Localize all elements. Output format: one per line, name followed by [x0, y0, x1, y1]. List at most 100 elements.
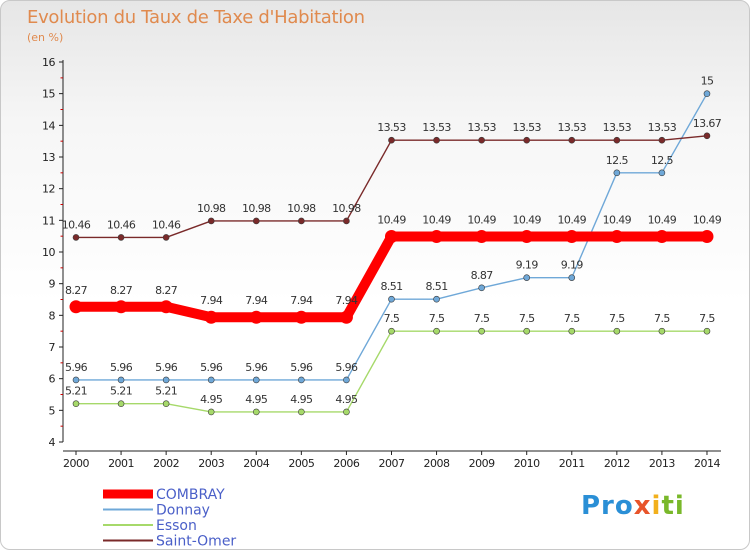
data-point	[388, 295, 395, 303]
data-label: 10.49	[377, 213, 406, 226]
data-point	[613, 169, 621, 177]
data-label: 10.98	[287, 202, 316, 215]
data-label: 7.94	[335, 294, 358, 307]
data-point	[252, 408, 260, 416]
data-point	[298, 408, 305, 416]
x-tick-label: 2005	[288, 457, 314, 470]
data-label: 8.51	[380, 280, 402, 293]
data-point	[162, 234, 170, 241]
data-point	[523, 274, 531, 281]
data-point	[117, 376, 125, 384]
data-label: 13.53	[377, 121, 406, 134]
data-label: 7.5	[474, 312, 490, 325]
x-tick-label: 2013	[649, 457, 675, 470]
data-label: 13.53	[558, 121, 587, 134]
y-tick-label: 13	[42, 151, 55, 164]
data-point	[523, 136, 531, 144]
data-label: 7.94	[290, 294, 313, 307]
x-tick-label: 2011	[559, 457, 585, 470]
data-label: 7.5	[384, 312, 400, 325]
data-point	[388, 327, 395, 335]
data-point	[610, 229, 624, 243]
data-point	[114, 300, 128, 314]
data-label: 7.5	[519, 312, 535, 325]
data-point	[568, 327, 576, 335]
data-label: 5.96	[245, 361, 268, 374]
data-label: 10.98	[197, 202, 226, 215]
data-label: 10.49	[693, 213, 722, 226]
y-tick-label: 4	[49, 436, 56, 449]
data-point	[700, 229, 714, 243]
data-point	[523, 327, 531, 335]
data-label: 13.53	[422, 121, 451, 134]
data-label: 9.19	[561, 259, 584, 272]
data-label: 4.95	[200, 393, 223, 406]
data-label: 5.96	[200, 361, 223, 374]
data-point	[384, 229, 398, 243]
data-point	[613, 136, 621, 144]
data-point	[613, 327, 621, 335]
data-point	[520, 229, 534, 243]
data-label: 7.94	[245, 294, 268, 307]
data-point	[703, 90, 711, 97]
data-label: 7.5	[699, 312, 715, 325]
y-tick-label: 12	[42, 183, 55, 196]
data-label: 12.5	[606, 154, 629, 167]
chart-subtitle: (en %)	[27, 31, 64, 44]
data-point	[475, 229, 489, 243]
data-label: 8.87	[471, 269, 494, 282]
data-point	[252, 217, 260, 225]
data-label: 13.67	[693, 117, 722, 130]
data-label: 8.27	[65, 284, 88, 297]
data-point	[294, 310, 308, 324]
data-label: 5.96	[155, 361, 178, 374]
proxiti-logo: Proxiti	[581, 491, 685, 521]
data-point	[339, 310, 353, 324]
data-label: 10.49	[603, 213, 632, 226]
x-tick-label: 2008	[424, 457, 450, 470]
data-point	[703, 327, 711, 335]
data-label: 4.95	[245, 393, 268, 406]
data-label: 5.96	[335, 361, 358, 374]
data-point	[72, 400, 80, 407]
data-label: 5.21	[65, 385, 87, 398]
data-label: 10.46	[152, 218, 181, 231]
data-label: 10.49	[512, 213, 541, 226]
data-label: 8.51	[426, 280, 448, 293]
data-point	[343, 217, 350, 225]
data-label: 4.95	[335, 393, 358, 406]
legend-label-saint-omer: Saint-Omer	[156, 534, 236, 550]
data-label: 8.27	[110, 284, 133, 297]
data-label: 10.46	[107, 218, 136, 231]
data-point	[343, 408, 350, 416]
data-point	[703, 132, 711, 140]
y-tick-label: 16	[42, 56, 55, 69]
y-tick-label: 15	[42, 88, 55, 101]
x-tick-label: 2006	[333, 457, 359, 470]
x-tick-label: 2010	[514, 457, 540, 470]
data-labels-layer: 8.27 8.27 8.27 7.94 7.94 7.94 7.94 10.49 10.49 10…	[62, 75, 723, 406]
data-point	[162, 376, 170, 384]
data-label: 9.19	[516, 259, 539, 272]
x-tick-label: 2004	[243, 457, 269, 470]
data-point	[249, 310, 263, 324]
x-tick-label: 2012	[604, 457, 630, 470]
logo-part-4: ti	[661, 491, 685, 521]
data-label: 10.49	[648, 213, 677, 226]
data-point	[207, 217, 215, 225]
data-point	[72, 376, 80, 384]
data-label: 10.98	[332, 202, 361, 215]
data-point	[433, 295, 440, 303]
legend-label-donnay: Donnay	[156, 503, 210, 519]
axes: 4 5 6 7 8 9 10 11 12 13 14 15 16 2000 2001 2002 2003 2004…	[42, 56, 721, 470]
data-label: 10.46	[62, 218, 91, 231]
y-tick-label: 6	[49, 373, 56, 386]
x-tick-label: 2003	[198, 457, 224, 470]
data-point	[207, 376, 215, 384]
data-label: 10.49	[467, 213, 496, 226]
data-label: 7.94	[200, 294, 223, 307]
data-label: 5.96	[290, 361, 313, 374]
data-point	[568, 136, 576, 144]
data-point	[568, 274, 576, 281]
